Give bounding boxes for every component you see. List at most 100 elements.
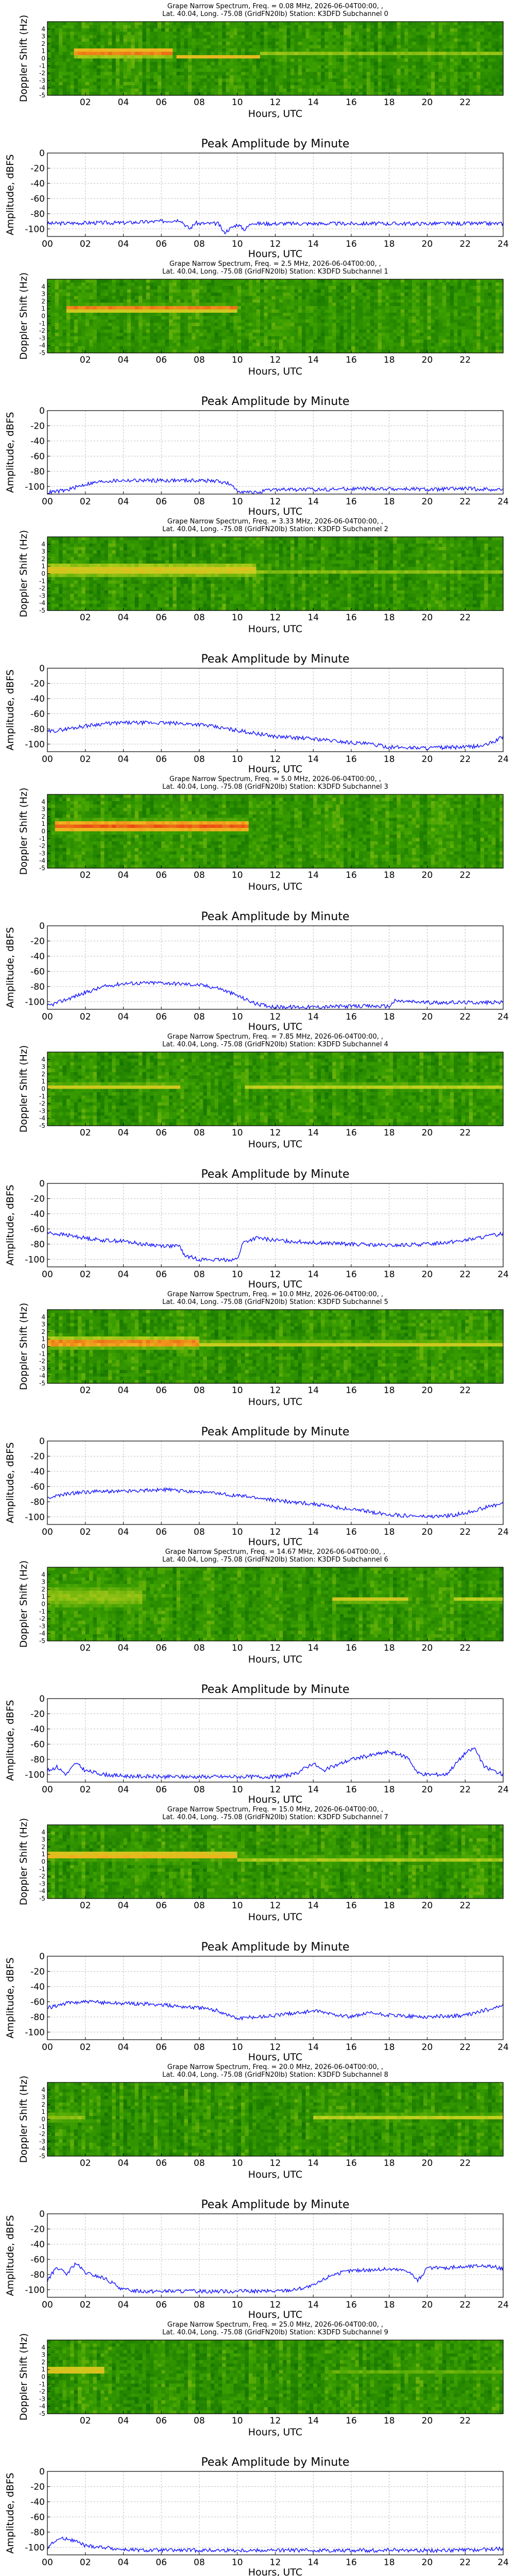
heatmap-cell xyxy=(408,303,413,307)
heatmap-cell xyxy=(420,52,424,56)
heatmap-cell xyxy=(389,279,393,283)
heatmap-cell xyxy=(427,59,432,62)
heatmap-cell xyxy=(150,59,154,62)
heatmap-cell xyxy=(382,42,386,45)
heatmap-cell xyxy=(51,62,55,65)
heatmap-cell xyxy=(154,293,158,296)
heatmap-cell xyxy=(431,299,435,303)
heatmap-cell xyxy=(74,340,78,343)
heatmap-cell xyxy=(473,52,477,56)
heatmap-cell xyxy=(359,69,363,72)
heatmap-cell xyxy=(85,42,90,45)
heatmap-cell xyxy=(161,286,165,290)
heatmap-cell xyxy=(184,283,188,286)
heatmap-cell xyxy=(131,346,135,350)
heatmap-cell xyxy=(484,89,488,92)
heatmap-cell xyxy=(442,79,447,82)
heatmap-cell xyxy=(131,45,135,49)
heatmap-cell xyxy=(302,62,306,65)
heatmap-cell xyxy=(97,336,101,340)
heatmap-cell xyxy=(313,306,317,310)
heatmap-cell xyxy=(340,86,344,89)
heatmap-cell xyxy=(348,69,352,72)
heatmap-cell xyxy=(317,343,321,347)
heatmap-cell xyxy=(279,343,283,347)
heatmap-cell xyxy=(233,296,237,300)
heatmap-cell xyxy=(63,296,67,300)
heatmap-cell xyxy=(420,306,424,310)
heatmap-cell xyxy=(348,89,352,92)
heatmap-cell xyxy=(226,286,230,290)
heatmap-cell xyxy=(237,48,242,52)
heatmap-cell xyxy=(249,323,253,327)
heatmap-cell xyxy=(287,346,291,350)
heatmap-cell xyxy=(332,32,336,36)
heatmap-cell xyxy=(78,313,82,316)
heatmap-cell xyxy=(112,330,116,333)
heatmap-cell xyxy=(408,340,413,343)
heatmap-cell xyxy=(237,346,242,350)
heatmap-cell xyxy=(124,65,128,69)
heatmap-cell xyxy=(359,310,363,313)
heatmap-cell xyxy=(332,35,336,39)
heatmap-cell xyxy=(317,299,321,303)
heatmap-cell xyxy=(207,22,211,25)
heatmap-cell xyxy=(142,283,146,286)
heatmap-cell xyxy=(279,82,283,86)
heatmap-cell xyxy=(177,72,181,76)
heatmap-cell xyxy=(367,303,371,307)
heatmap-cell xyxy=(271,323,276,327)
heatmap-cell xyxy=(51,79,55,82)
heatmap-cell xyxy=(385,313,389,316)
heatmap-cell xyxy=(310,35,314,39)
heatmap-cell xyxy=(484,39,488,42)
heatmap-cell xyxy=(310,28,314,32)
heatmap-cell xyxy=(476,59,480,62)
heatmap-cell xyxy=(192,62,196,65)
heatmap-cell xyxy=(404,296,408,300)
heatmap-cell xyxy=(423,293,427,296)
heatmap-cell xyxy=(199,59,203,62)
heatmap-cell xyxy=(233,326,237,330)
heatmap-cell xyxy=(47,22,52,25)
heatmap-cell xyxy=(404,48,408,52)
heatmap-cell xyxy=(348,72,352,76)
heatmap-cell xyxy=(351,52,355,56)
heatmap-cell xyxy=(108,310,112,313)
heatmap-cell xyxy=(495,59,500,62)
heatmap-cell xyxy=(222,310,226,313)
heatmap-cell xyxy=(442,59,447,62)
heatmap-cell xyxy=(367,340,371,343)
heatmap-cell xyxy=(298,296,302,300)
x-tick-label: 20 xyxy=(422,239,433,249)
heatmap-cell xyxy=(404,79,408,82)
heatmap-cell xyxy=(397,346,401,350)
heatmap-cell xyxy=(359,336,363,340)
heatmap-cell xyxy=(306,25,310,29)
heatmap-cell xyxy=(158,323,162,327)
heatmap-cell xyxy=(241,293,245,296)
heatmap-cell xyxy=(199,52,203,56)
heatmap-cell xyxy=(177,45,181,49)
heatmap-cell xyxy=(81,286,85,290)
heatmap-cell xyxy=(184,52,188,56)
heatmap-cell xyxy=(215,290,219,293)
heatmap-cell xyxy=(105,79,109,82)
heatmap-cell xyxy=(294,293,298,296)
heatmap-cell xyxy=(268,75,272,79)
heatmap-cell xyxy=(184,25,188,29)
heatmap-cell xyxy=(298,28,302,32)
heatmap-cell xyxy=(420,39,424,42)
heatmap-cell xyxy=(70,283,74,286)
heatmap-cell xyxy=(461,35,466,39)
heatmap-cell xyxy=(389,303,393,307)
heatmap-cell xyxy=(404,62,408,65)
heatmap-cell xyxy=(324,39,329,42)
heatmap-cell xyxy=(427,279,432,283)
heatmap-cell xyxy=(180,299,184,303)
heatmap-cell xyxy=(226,293,230,296)
heatmap-cell xyxy=(306,336,310,340)
heatmap-cell xyxy=(241,336,245,340)
heatmap-cell xyxy=(351,55,355,59)
heatmap-cell xyxy=(324,86,329,89)
